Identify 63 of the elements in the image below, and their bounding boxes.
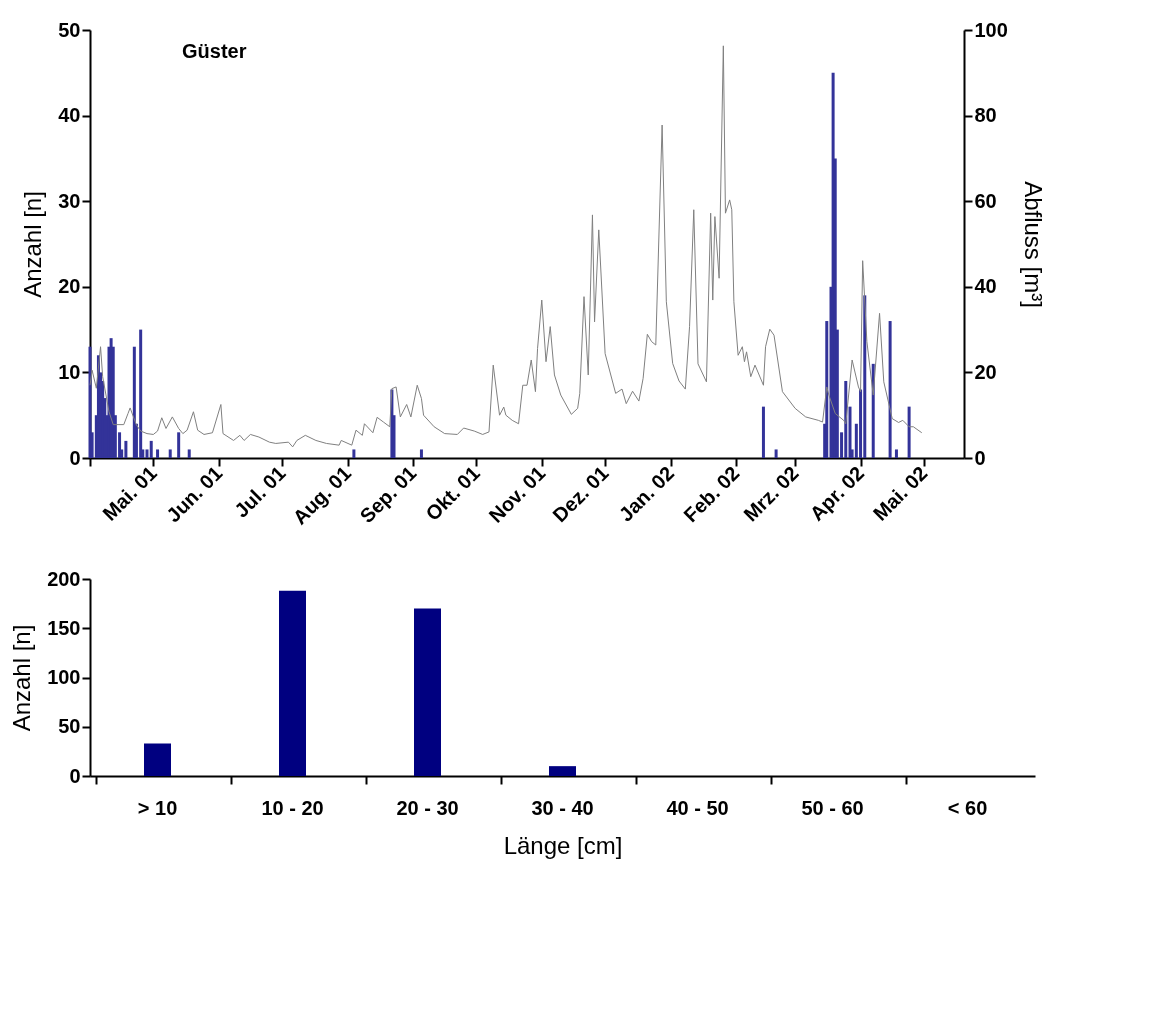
y2-tick-label: 0	[974, 446, 986, 469]
x-tick-label: > 10	[137, 796, 178, 819]
bar	[549, 766, 576, 776]
x-tick-label: 40 - 50	[666, 796, 729, 819]
bar	[187, 449, 191, 458]
bar	[149, 440, 153, 458]
y-axis-title: Anzahl [n]	[19, 191, 47, 298]
x-tick-label: 30 - 40	[531, 796, 594, 819]
y2-tick-label: 60	[974, 189, 997, 212]
x-tick-label: Mai. 01	[98, 462, 161, 525]
y-tick-label: 150	[47, 616, 81, 639]
y2-tick-label: 40	[974, 275, 997, 298]
x-tick-label: Mai. 02	[868, 462, 932, 525]
x-tick-label: 10 - 20	[261, 796, 324, 819]
x-tick-label: Okt. 01	[421, 462, 484, 525]
x-axis-title: Länge [cm]	[503, 831, 623, 859]
y-tick-label: 50	[58, 18, 81, 41]
y-tick-label: 50	[58, 715, 81, 738]
y-tick-label: 30	[58, 189, 81, 212]
bar	[139, 329, 143, 458]
y-tick-label: 0	[69, 764, 81, 787]
bar	[848, 406, 852, 458]
x-tick-label: Sep. 01	[355, 462, 421, 528]
y-tick-label: 200	[47, 567, 81, 590]
bar	[124, 440, 128, 458]
line-series	[89, 45, 923, 448]
bar	[844, 380, 848, 458]
y-axis-title: Anzahl [n]	[8, 624, 36, 732]
bar	[352, 449, 356, 458]
y-tick-label: 0	[69, 446, 81, 469]
y-tick-label: 20	[58, 275, 81, 298]
x-tick-label: Jun. 01	[162, 462, 227, 527]
bar	[279, 590, 306, 776]
y-tick-label: 40	[58, 104, 81, 127]
bar	[168, 449, 172, 458]
text: Güster	[182, 40, 247, 62]
y2-axis-title: Abfluss [m³]	[1019, 181, 1047, 308]
bar	[144, 743, 171, 776]
bar	[414, 608, 441, 776]
x-tick-label: 50 - 60	[801, 796, 864, 819]
bar	[156, 449, 160, 458]
bar	[894, 449, 898, 458]
bar	[888, 321, 892, 458]
x-tick-label: Aug. 01	[288, 462, 356, 529]
x-tick-label: Jan. 02	[614, 462, 679, 526]
bar	[863, 295, 867, 458]
bar	[761, 406, 765, 458]
bar	[774, 449, 778, 458]
x-tick-label: 20 - 30	[396, 796, 459, 819]
x-tick-label: Nov. 01	[484, 462, 550, 527]
y2-tick-label: 80	[974, 104, 997, 127]
bar	[907, 406, 911, 458]
x-tick-label: Apr. 02	[805, 462, 869, 525]
x-tick-label: < 60	[947, 796, 988, 819]
y2-tick-label: 100	[974, 18, 1008, 41]
x-tick-label: Jul. 01	[230, 462, 290, 522]
y2-tick-label: 20	[974, 360, 997, 383]
bar	[177, 432, 181, 458]
x-tick-label: Dez. 01	[548, 462, 613, 527]
y-tick-label: 10	[58, 360, 81, 383]
bar	[825, 321, 829, 458]
y-tick-label: 100	[47, 666, 81, 688]
bar	[419, 449, 423, 458]
